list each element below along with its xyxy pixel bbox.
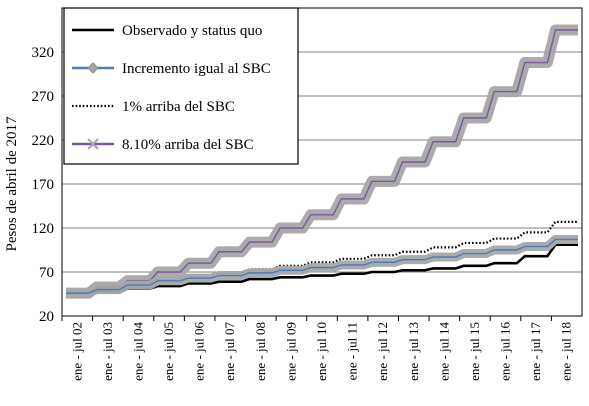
legend-item: 8.10% arriba del SBC [72, 137, 254, 153]
x-tick-label: ene - jul 10 [314, 322, 329, 381]
x-tick-label: ene - jul 12 [375, 322, 390, 381]
y-axis-label: Pesos de abril de 2017 [4, 116, 20, 251]
x-tick-label: ene - jul 17 [528, 322, 543, 381]
legend-marker [87, 62, 99, 74]
x-tick-label: ene - jul 09 [283, 322, 298, 381]
legend-item: Observado y status quo [72, 23, 262, 39]
y-tick-label: 20 [39, 309, 54, 325]
y-tick-label: 170 [32, 177, 55, 193]
x-tick-label: ene - jul 11 [345, 322, 360, 380]
series-line [66, 29, 578, 294]
x-tick-label: ene - jul 18 [559, 322, 574, 381]
series-line [66, 238, 578, 294]
x-tick-label: ene - jul 05 [161, 322, 176, 381]
legend-label: 8.10% arriba del SBC [122, 137, 254, 153]
x-tick-label: ene - jul 16 [498, 322, 513, 381]
legend: Observado y status quo Incremento igual a… [63, 7, 299, 165]
x-tick-label: ene - jul 04 [130, 322, 145, 381]
x-tick-label: ene - jul 03 [100, 322, 115, 381]
legend-item: Incremento igual al SBC [72, 61, 271, 77]
legend-box [63, 7, 299, 165]
legend-item: 1% arriba del SBC [72, 99, 235, 115]
x-tick-label: ene - jul 02 [69, 322, 84, 381]
x-tick-label: ene - jul 08 [253, 322, 268, 381]
legend-label: Observado y status quo [122, 23, 262, 39]
y-tick-labels: 20 70 120 170 220 270 320 [32, 45, 55, 325]
x-tick-label: ene - jul 13 [406, 322, 421, 381]
y-tick-label: 320 [32, 45, 55, 61]
series-layer [66, 24, 578, 299]
x-tick-label: ene - jul 15 [467, 322, 482, 381]
y-tick-label: 120 [32, 221, 55, 237]
x-tick-labels: ene - jul 02 ene - jul 03 ene - jul 04 ene … [61, 316, 574, 381]
legend-label: 1% arriba del SBC [122, 99, 235, 115]
y-tick-label: 270 [32, 89, 55, 105]
legend-label: Incremento igual al SBC [122, 61, 271, 77]
y-tick-label: 220 [32, 133, 55, 149]
series-2 [66, 234, 578, 298]
legend-marker [87, 138, 99, 150]
x-tick-label: ene - jul 06 [192, 322, 207, 381]
y-tick-label: 70 [39, 265, 54, 281]
x-tick-label: ene - jul 07 [222, 322, 237, 381]
plot-area-border [61, 7, 583, 317]
x-tick-label: ene - jul 14 [436, 322, 451, 381]
series-4 [66, 24, 578, 299]
